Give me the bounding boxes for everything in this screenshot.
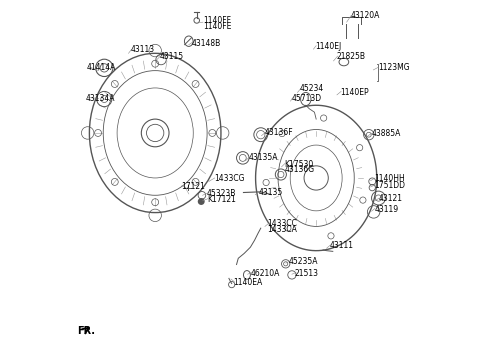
Text: 43115: 43115: [160, 52, 184, 61]
Text: 43885A: 43885A: [372, 129, 401, 138]
Text: 1433CC: 1433CC: [268, 219, 298, 228]
Text: 1433CG: 1433CG: [214, 174, 244, 183]
Text: 43135: 43135: [259, 188, 283, 197]
Text: 43121: 43121: [379, 194, 403, 203]
Text: 45234: 45234: [300, 84, 324, 93]
Text: 1140HH: 1140HH: [374, 174, 405, 183]
Text: 43135A: 43135A: [249, 153, 278, 162]
Text: K17121: K17121: [207, 195, 236, 204]
Text: 1123MG: 1123MG: [379, 64, 410, 72]
Text: K17530: K17530: [284, 159, 313, 169]
Text: 45323B: 45323B: [207, 189, 237, 198]
Text: 1433CA: 1433CA: [268, 225, 298, 235]
Text: 43119: 43119: [374, 205, 398, 214]
Text: 43136G: 43136G: [284, 165, 314, 174]
Text: 21513: 21513: [295, 269, 319, 278]
Text: 43113: 43113: [131, 45, 155, 54]
Text: 1140FF: 1140FF: [204, 16, 232, 25]
Text: 17121: 17121: [181, 182, 205, 191]
Text: 45713D: 45713D: [291, 94, 322, 103]
Text: 43134A: 43134A: [86, 94, 115, 103]
Text: 1140EJ: 1140EJ: [315, 42, 342, 51]
Text: 43148B: 43148B: [192, 39, 221, 48]
Text: 45235A: 45235A: [288, 257, 318, 266]
Text: 1140FE: 1140FE: [204, 22, 232, 31]
Text: FR.: FR.: [77, 326, 95, 336]
Text: 43136F: 43136F: [265, 128, 294, 138]
Text: 1751DD: 1751DD: [374, 181, 405, 190]
Text: 43120A: 43120A: [351, 11, 380, 20]
Text: 21825B: 21825B: [337, 52, 366, 61]
Text: 46210A: 46210A: [251, 269, 280, 278]
Text: 43111: 43111: [330, 241, 354, 250]
Text: 1140EA: 1140EA: [233, 278, 263, 287]
Text: 41414A: 41414A: [87, 63, 116, 72]
Text: 1140EP: 1140EP: [340, 88, 369, 97]
Circle shape: [198, 198, 204, 205]
